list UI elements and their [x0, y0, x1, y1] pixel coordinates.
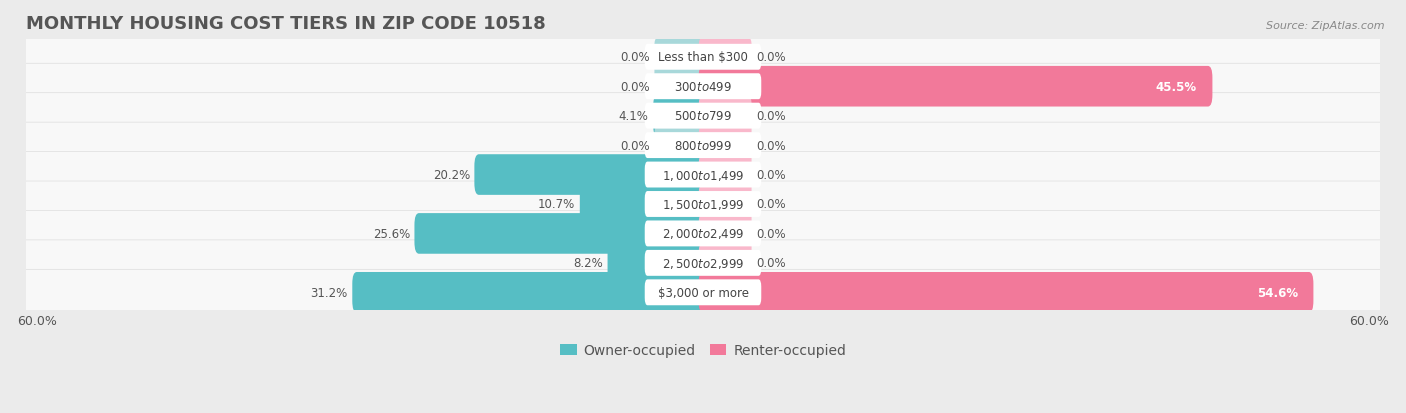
Text: 0.0%: 0.0%: [756, 51, 786, 64]
Text: $300 to $499: $300 to $499: [673, 81, 733, 93]
Text: 0.0%: 0.0%: [756, 139, 786, 152]
Text: $2,500 to $2,999: $2,500 to $2,999: [662, 256, 744, 270]
Text: $2,000 to $2,499: $2,000 to $2,499: [662, 227, 744, 241]
Text: 0.0%: 0.0%: [756, 228, 786, 240]
FancyBboxPatch shape: [654, 126, 707, 166]
Text: 31.2%: 31.2%: [311, 286, 347, 299]
FancyBboxPatch shape: [22, 240, 1384, 286]
Text: $1,500 to $1,999: $1,500 to $1,999: [662, 197, 744, 211]
FancyBboxPatch shape: [22, 211, 1384, 257]
FancyBboxPatch shape: [699, 272, 1313, 313]
Text: 0.0%: 0.0%: [620, 81, 650, 93]
Text: 0.0%: 0.0%: [756, 169, 786, 182]
FancyBboxPatch shape: [353, 272, 707, 313]
FancyBboxPatch shape: [699, 126, 752, 166]
FancyBboxPatch shape: [645, 250, 761, 276]
Text: $3,000 or more: $3,000 or more: [658, 286, 748, 299]
Text: 45.5%: 45.5%: [1156, 81, 1197, 93]
FancyBboxPatch shape: [645, 221, 761, 247]
FancyBboxPatch shape: [474, 155, 707, 195]
Text: 25.6%: 25.6%: [373, 228, 411, 240]
FancyBboxPatch shape: [699, 67, 1212, 107]
Text: 0.0%: 0.0%: [756, 257, 786, 270]
Text: 20.2%: 20.2%: [433, 169, 470, 182]
Text: 4.1%: 4.1%: [619, 110, 648, 123]
FancyBboxPatch shape: [645, 74, 761, 100]
FancyBboxPatch shape: [699, 37, 752, 78]
FancyBboxPatch shape: [645, 162, 761, 188]
Text: $1,000 to $1,499: $1,000 to $1,499: [662, 168, 744, 182]
Text: 10.7%: 10.7%: [538, 198, 575, 211]
FancyBboxPatch shape: [22, 35, 1384, 81]
FancyBboxPatch shape: [699, 243, 752, 283]
Text: 0.0%: 0.0%: [620, 51, 650, 64]
FancyBboxPatch shape: [579, 184, 707, 225]
Text: Source: ZipAtlas.com: Source: ZipAtlas.com: [1267, 21, 1385, 31]
Text: Less than $300: Less than $300: [658, 51, 748, 64]
FancyBboxPatch shape: [645, 45, 761, 71]
Text: $500 to $799: $500 to $799: [673, 110, 733, 123]
Text: 0.0%: 0.0%: [756, 198, 786, 211]
Text: 0.0%: 0.0%: [756, 110, 786, 123]
FancyBboxPatch shape: [699, 214, 752, 254]
FancyBboxPatch shape: [645, 133, 761, 159]
Text: MONTHLY HOUSING COST TIERS IN ZIP CODE 10518: MONTHLY HOUSING COST TIERS IN ZIP CODE 1…: [25, 15, 546, 33]
Text: 0.0%: 0.0%: [620, 139, 650, 152]
FancyBboxPatch shape: [22, 182, 1384, 228]
FancyBboxPatch shape: [22, 93, 1384, 139]
FancyBboxPatch shape: [22, 152, 1384, 198]
FancyBboxPatch shape: [654, 37, 707, 78]
FancyBboxPatch shape: [652, 96, 707, 137]
FancyBboxPatch shape: [415, 214, 707, 254]
Legend: Owner-occupied, Renter-occupied: Owner-occupied, Renter-occupied: [554, 338, 852, 363]
FancyBboxPatch shape: [22, 123, 1384, 169]
FancyBboxPatch shape: [645, 103, 761, 129]
Text: 8.2%: 8.2%: [574, 257, 603, 270]
FancyBboxPatch shape: [654, 67, 707, 107]
FancyBboxPatch shape: [645, 192, 761, 217]
FancyBboxPatch shape: [607, 243, 707, 283]
FancyBboxPatch shape: [22, 270, 1384, 316]
FancyBboxPatch shape: [699, 184, 752, 225]
Text: $800 to $999: $800 to $999: [673, 139, 733, 152]
FancyBboxPatch shape: [699, 96, 752, 137]
FancyBboxPatch shape: [699, 155, 752, 195]
FancyBboxPatch shape: [22, 64, 1384, 110]
FancyBboxPatch shape: [645, 280, 761, 306]
Text: 54.6%: 54.6%: [1257, 286, 1298, 299]
